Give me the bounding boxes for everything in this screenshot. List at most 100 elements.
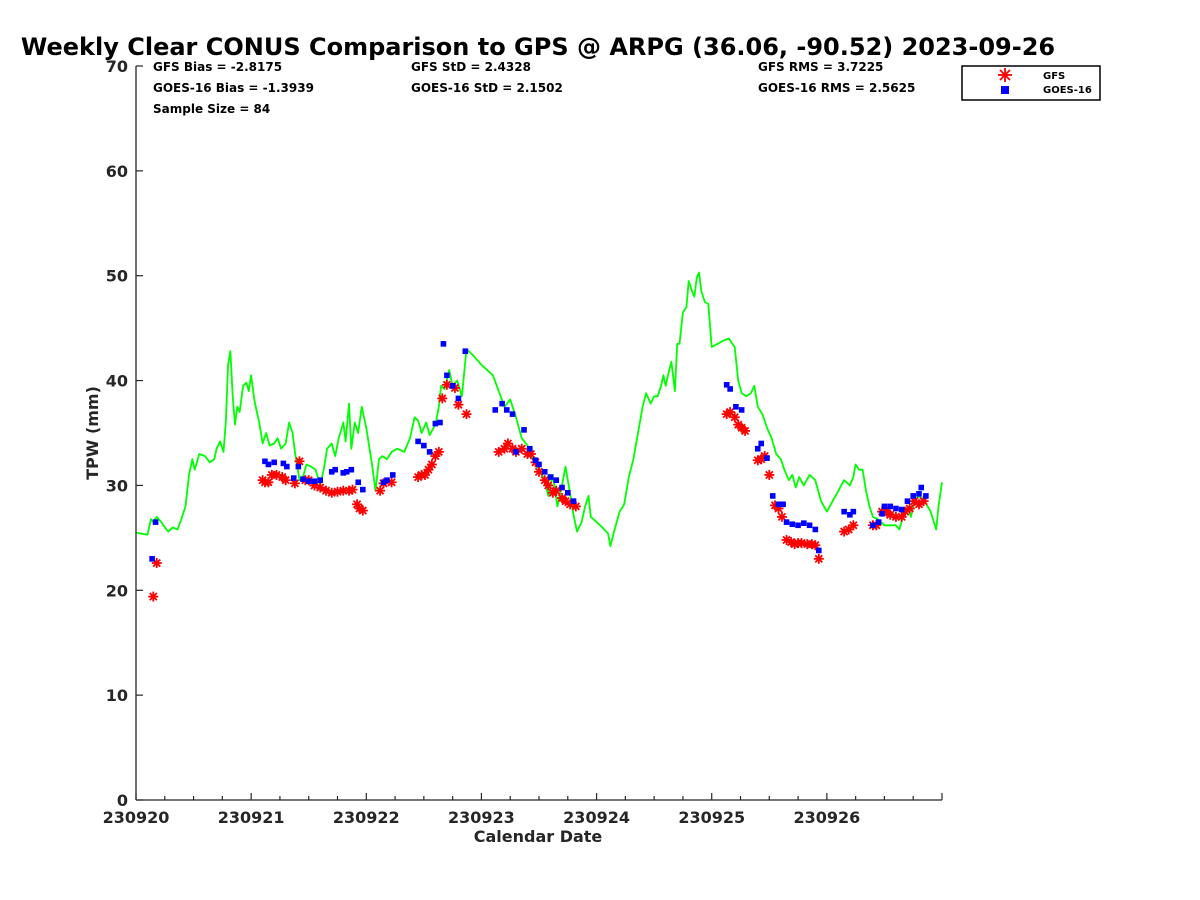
goes-16-point bbox=[532, 457, 539, 464]
goes-16-point bbox=[553, 477, 560, 483]
goes-16-point bbox=[437, 419, 443, 426]
goes-16-point bbox=[462, 348, 469, 355]
gfs-point bbox=[848, 520, 859, 531]
goes-16-point bbox=[415, 438, 421, 445]
y-tick-label: 20 bbox=[106, 581, 128, 600]
goes-16-point bbox=[355, 479, 362, 486]
x-tick-label: 230924 bbox=[563, 808, 630, 827]
goes-16-point bbox=[440, 341, 447, 347]
goes-rms-text: GOES-16 RMS = 2.5625 bbox=[758, 81, 915, 95]
gfs-point bbox=[539, 475, 550, 486]
goes-16-point bbox=[887, 503, 893, 510]
goes-16-point bbox=[841, 508, 847, 515]
y-tick-label: 0 bbox=[117, 791, 128, 810]
legend-gfs-label: GFS bbox=[1043, 71, 1065, 82]
x-tick-label: 230920 bbox=[103, 808, 170, 827]
x-tick-label: 230921 bbox=[218, 808, 285, 827]
goes-16-point bbox=[754, 445, 761, 452]
gfs-point bbox=[729, 412, 740, 423]
goes-16-point bbox=[492, 407, 499, 413]
gfs-point bbox=[357, 505, 368, 516]
gfs-point bbox=[813, 553, 824, 564]
gfs-point bbox=[426, 459, 437, 470]
goes-16-point bbox=[280, 460, 287, 467]
goes-16-point bbox=[910, 493, 917, 499]
gfs-point bbox=[423, 464, 434, 475]
goes-16-point bbox=[559, 484, 565, 491]
gfs-bias-text: GFS Bias = -2.8175 bbox=[153, 60, 282, 74]
goes-16-point bbox=[300, 476, 306, 482]
gfs-point bbox=[148, 591, 159, 602]
goes-16-point bbox=[733, 403, 739, 410]
goes-16-point bbox=[547, 474, 554, 480]
gfs-point bbox=[918, 496, 929, 507]
goes-16-point bbox=[541, 468, 548, 475]
y-axis-label: TPW (mm) bbox=[83, 386, 102, 480]
goes-16-point bbox=[521, 427, 527, 433]
gfs-rms-text: GFS RMS = 3.7225 bbox=[758, 60, 883, 74]
goes-16-point bbox=[262, 458, 268, 465]
goes-16-point bbox=[801, 520, 807, 526]
goes-16-point bbox=[904, 498, 911, 504]
sample-size-text: Sample Size = 84 bbox=[153, 102, 270, 116]
goes-16-point bbox=[449, 383, 456, 389]
goes-16-point bbox=[526, 445, 533, 452]
x-tick-label: 230923 bbox=[448, 808, 515, 827]
goes-16-point bbox=[918, 484, 925, 491]
goes-16-point bbox=[384, 477, 390, 483]
gfs-point bbox=[534, 466, 544, 477]
goes-16-point bbox=[152, 519, 159, 525]
x-tick-label: 230926 bbox=[793, 808, 860, 827]
stats-block: GFS Bias = -2.8175 GOES-16 Bias = -1.393… bbox=[153, 60, 915, 116]
gfs-point bbox=[375, 485, 386, 496]
goes-16-point bbox=[426, 449, 433, 455]
gfs-point bbox=[151, 558, 162, 569]
goes-16-point bbox=[265, 461, 272, 468]
gfs-point bbox=[551, 485, 562, 496]
goes-16-point bbox=[290, 475, 297, 481]
goes-16-point bbox=[815, 547, 822, 554]
legend-gfs-asterisk bbox=[998, 68, 1012, 82]
goes-16-point bbox=[875, 519, 882, 525]
goes-16-point bbox=[795, 522, 801, 529]
gfs-point bbox=[461, 409, 472, 420]
goes-16-point bbox=[271, 459, 277, 466]
goes-16-point bbox=[284, 463, 290, 470]
goes-16-point bbox=[432, 420, 439, 427]
goes-16-point bbox=[923, 493, 929, 499]
legend: GFS GOES-16 bbox=[961, 65, 1101, 101]
legend-gfs-marker bbox=[998, 68, 1012, 82]
gfs-point bbox=[543, 480, 554, 491]
goes-16-point bbox=[780, 501, 786, 508]
plot-background bbox=[136, 66, 942, 800]
gfs-point bbox=[810, 540, 821, 551]
goes-16-point bbox=[870, 522, 876, 529]
goes-16-point bbox=[536, 461, 542, 468]
legend-goes-label: GOES-16 bbox=[1043, 85, 1092, 96]
goes-16-point bbox=[328, 468, 335, 475]
goes-std-text: GOES-16 StD = 2.1502 bbox=[411, 81, 563, 95]
goes-16-point bbox=[332, 466, 338, 473]
goes-16-point bbox=[509, 411, 516, 417]
x-tick-label: 230925 bbox=[678, 808, 745, 827]
gfs-point bbox=[764, 469, 775, 480]
goes-16-point bbox=[421, 442, 427, 449]
y-tick-label: 70 bbox=[106, 57, 128, 76]
gfs-point bbox=[437, 393, 448, 404]
goes-16-point bbox=[850, 508, 857, 515]
goes-16-point bbox=[775, 501, 782, 508]
goes-bias-text: GOES-16 Bias = -1.3939 bbox=[153, 81, 314, 95]
y-axis-ticks: 0 10 20 30 40 50 60 70 bbox=[106, 57, 143, 810]
goes-16-point bbox=[898, 506, 905, 513]
gfs-point bbox=[263, 477, 274, 488]
y-tick-label: 10 bbox=[106, 686, 128, 705]
gfs-point bbox=[776, 511, 787, 522]
goes-16-point bbox=[149, 556, 155, 562]
goes-16-point bbox=[455, 395, 462, 402]
goes-16-point bbox=[812, 526, 819, 533]
goes-16-point bbox=[389, 472, 396, 478]
gfs-point bbox=[271, 469, 282, 480]
goes-16-point bbox=[503, 407, 510, 413]
goes-16-point bbox=[764, 455, 770, 461]
